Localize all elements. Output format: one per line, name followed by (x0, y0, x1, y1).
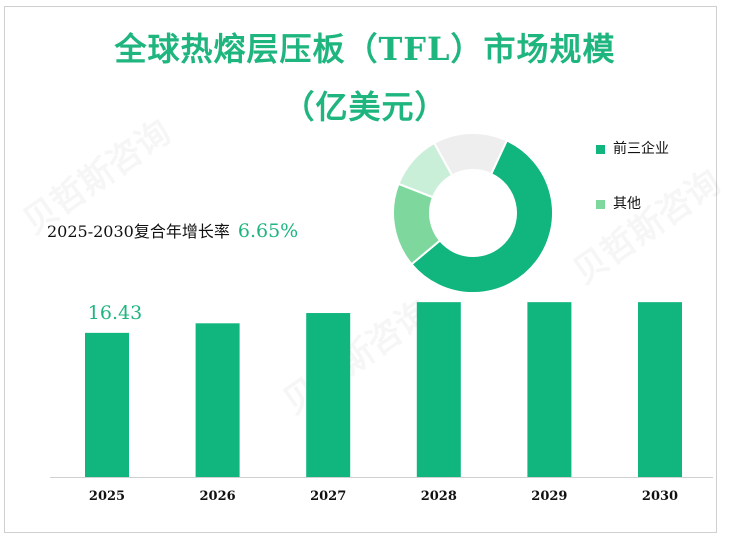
data-label-2025: 16.43 (88, 302, 142, 324)
cagr-annotation: 2025-2030复合年增长率 6.65% (47, 218, 298, 242)
donut-slice-0 (410, 139, 554, 294)
x-tick-label: 2027 (310, 489, 346, 504)
legend-label: 前三企业 (613, 141, 669, 157)
cagr-label: 2025-2030复合年增长率 (47, 222, 230, 241)
x-tick-label: 2025 (89, 489, 125, 504)
cagr-value: 6.65% (237, 220, 299, 242)
bar-2028 (416, 302, 461, 477)
legend-item-others: 其他 (596, 193, 641, 213)
legend-item-top-three: 前三企业 (596, 138, 669, 158)
bar-2026 (195, 323, 240, 477)
legend-swatch (596, 144, 605, 154)
donut-slice-3 (432, 132, 509, 177)
x-tick-label: 2029 (531, 489, 567, 504)
x-tick-label: 2028 (421, 489, 457, 504)
bar-2027 (306, 313, 351, 477)
x-tick-label: 2026 (200, 489, 236, 504)
chart-title-unit: （亿美元） (282, 88, 448, 126)
bar-2030 (638, 302, 682, 477)
x-tick-label: 2030 (642, 489, 678, 504)
chart-title: 全球热熔层压板（TFL）市场规模 (114, 30, 616, 68)
bar-2029 (527, 302, 572, 477)
bar-2025 (85, 332, 129, 477)
legend-swatch (596, 199, 605, 209)
legend-label: 其他 (613, 196, 641, 212)
